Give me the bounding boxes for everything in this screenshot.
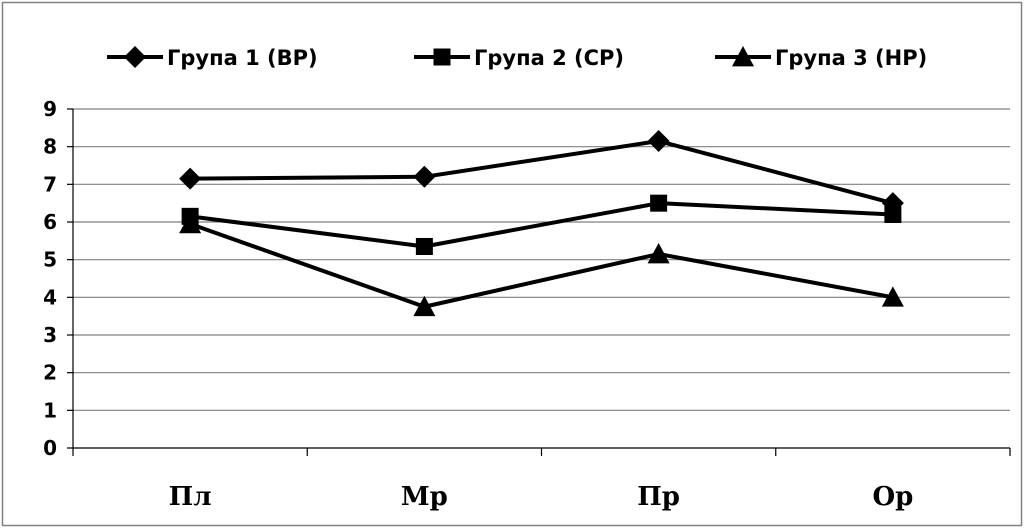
data-point: [415, 237, 433, 255]
data-point: [179, 212, 202, 234]
legend-marker: [732, 46, 754, 67]
legend-label: Група 3 (НР): [775, 46, 927, 70]
x-axis-ticks: Пл Мр Пр Ор: [169, 482, 914, 512]
y-tick-label: 2: [43, 361, 57, 385]
y-tick-label: 4: [43, 285, 57, 309]
y-axis-ticks: 0 1 2 3 4 5 6 7 8 9: [43, 97, 57, 460]
x-tick-label: Мр: [401, 482, 448, 512]
legend-item-2: Група 2 (СР): [414, 46, 624, 70]
series-2: [181, 194, 902, 255]
axes: [67, 108, 1011, 456]
y-tick-label: 0: [43, 436, 57, 460]
data-point: [413, 165, 436, 188]
legend-label: Група 2 (СР): [474, 46, 624, 70]
y-tick-label: 7: [43, 172, 57, 196]
series-1: [179, 130, 904, 215]
y-tick-label: 1: [43, 398, 57, 422]
data-point: [647, 130, 670, 153]
data-point: [179, 167, 202, 190]
series-3: [179, 212, 904, 317]
y-tick-label: 8: [43, 135, 57, 159]
data-point: [647, 243, 670, 264]
data-point: [650, 194, 668, 212]
x-tick-label: Пл: [169, 482, 212, 512]
series-group: [179, 130, 904, 317]
legend: Група 1 (ВР) Група 2 (СР) Група 3 (НР): [107, 46, 927, 70]
series-1-line: [190, 139, 894, 206]
series-3-line: [189, 221, 894, 309]
y-tick-label: 5: [43, 248, 57, 272]
data-point: [413, 295, 436, 317]
y-tick-label: 6: [43, 210, 57, 234]
data-point: [881, 286, 904, 307]
series-2-line: [189, 201, 893, 249]
y-tick-label: 3: [43, 323, 57, 347]
x-tick-label: Ор: [872, 482, 913, 512]
legend-item-3: Група 3 (НР): [715, 46, 927, 70]
x-tick-label: Пр: [637, 482, 680, 512]
legend-label: Група 1 (ВР): [167, 46, 318, 70]
data-point: [884, 205, 902, 223]
y-tick-label: 9: [43, 97, 57, 121]
legend-marker: [124, 46, 146, 68]
legend-item-1: Група 1 (ВР): [107, 46, 318, 70]
legend-marker: [433, 48, 451, 66]
